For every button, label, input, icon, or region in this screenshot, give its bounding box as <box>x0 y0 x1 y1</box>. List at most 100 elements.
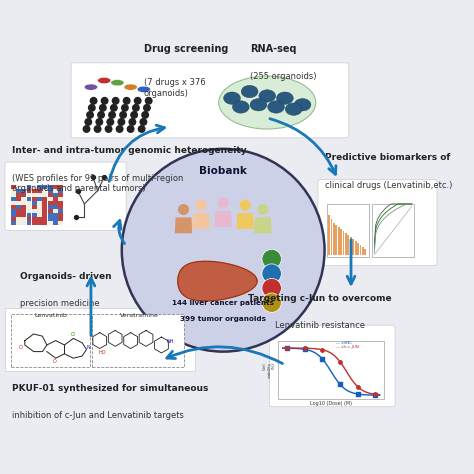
Bar <box>53 205 58 209</box>
Circle shape <box>128 118 137 126</box>
Bar <box>37 205 42 209</box>
Bar <box>43 185 47 189</box>
Bar <box>48 209 53 213</box>
Bar <box>43 209 47 213</box>
Circle shape <box>262 249 282 269</box>
Text: Lenvatinib resistance: Lenvatinib resistance <box>275 321 365 330</box>
FancyBboxPatch shape <box>318 180 437 265</box>
Bar <box>16 193 21 197</box>
Circle shape <box>137 125 146 133</box>
Bar <box>372 204 414 257</box>
FancyBboxPatch shape <box>5 162 126 230</box>
Text: Cl: Cl <box>71 332 76 337</box>
Bar <box>32 185 36 189</box>
Bar <box>21 205 26 209</box>
Bar <box>48 221 53 225</box>
Bar <box>352 239 354 255</box>
Circle shape <box>262 278 282 298</box>
Bar <box>48 197 53 201</box>
Bar <box>32 209 36 213</box>
Bar <box>27 185 31 189</box>
FancyBboxPatch shape <box>71 63 349 138</box>
Text: 144 liver cancer patients: 144 liver cancer patients <box>172 300 274 306</box>
Ellipse shape <box>294 99 311 111</box>
Bar <box>53 193 58 197</box>
Ellipse shape <box>124 84 137 90</box>
Point <box>283 345 291 352</box>
Circle shape <box>143 104 151 112</box>
Polygon shape <box>175 218 192 233</box>
Bar <box>58 197 63 201</box>
Bar <box>43 205 47 209</box>
Text: Inter- and intra-tumor genomic heterogeneity: Inter- and intra-tumor genomic heterogen… <box>11 146 246 155</box>
Bar <box>43 221 47 225</box>
Text: Cell
viability
(%): Cell viability (%) <box>263 362 276 378</box>
Text: precision medicine: precision medicine <box>20 299 100 308</box>
Circle shape <box>123 97 131 105</box>
Bar <box>357 243 359 255</box>
Bar <box>58 213 63 217</box>
Circle shape <box>93 125 101 133</box>
Bar <box>32 217 36 221</box>
Bar <box>48 201 53 205</box>
Circle shape <box>108 111 116 119</box>
Bar <box>21 197 26 201</box>
Bar <box>53 213 58 217</box>
Bar <box>11 209 16 213</box>
Text: Organoids- driven: Organoids- driven <box>20 272 112 281</box>
Bar <box>333 223 335 255</box>
Bar <box>21 201 26 205</box>
Point <box>319 355 326 363</box>
Point <box>74 187 82 194</box>
Bar <box>11 190 16 193</box>
Bar <box>48 185 53 189</box>
Polygon shape <box>237 213 254 229</box>
Polygon shape <box>178 261 257 301</box>
Circle shape <box>196 200 207 210</box>
Text: PKUF-01 synthesized for simultaneous: PKUF-01 synthesized for simultaneous <box>11 384 208 393</box>
Bar <box>27 213 31 217</box>
Circle shape <box>95 118 103 126</box>
Point <box>354 390 361 398</box>
Circle shape <box>110 104 118 112</box>
Bar <box>16 197 21 201</box>
Circle shape <box>106 118 114 126</box>
Point <box>100 173 108 181</box>
FancyBboxPatch shape <box>269 325 395 407</box>
Polygon shape <box>192 213 210 229</box>
Bar <box>11 213 16 217</box>
Bar <box>58 209 63 213</box>
Point <box>319 346 326 354</box>
Circle shape <box>121 104 129 112</box>
Circle shape <box>132 104 140 112</box>
Bar <box>53 209 58 213</box>
Bar <box>58 201 63 205</box>
Bar <box>278 341 384 399</box>
Bar <box>27 217 31 221</box>
Bar <box>21 190 26 193</box>
Bar <box>16 185 21 189</box>
Bar <box>58 193 63 197</box>
Text: O: O <box>53 359 56 364</box>
Point <box>336 381 344 388</box>
Circle shape <box>218 197 229 209</box>
FancyBboxPatch shape <box>5 308 194 372</box>
Circle shape <box>262 264 282 283</box>
Text: clinical drugs (Lenvatinib,etc.): clinical drugs (Lenvatinib,etc.) <box>325 181 452 190</box>
Text: (7 drugs x 376
organoids): (7 drugs x 376 organoids) <box>144 78 205 98</box>
Text: Lenvatinib: Lenvatinib <box>35 313 68 318</box>
Bar <box>340 229 342 255</box>
Ellipse shape <box>232 101 249 113</box>
Ellipse shape <box>84 84 98 90</box>
Circle shape <box>130 111 138 119</box>
Bar <box>43 190 47 193</box>
Text: — sh-c-JUN: — sh-c-JUN <box>336 345 358 349</box>
Point <box>90 173 97 181</box>
Bar <box>343 231 345 255</box>
Bar <box>328 215 330 255</box>
Text: (255 organoids): (255 organoids) <box>250 72 316 81</box>
Ellipse shape <box>98 77 111 83</box>
Point <box>336 358 344 365</box>
Bar <box>27 221 31 225</box>
Ellipse shape <box>224 92 240 104</box>
